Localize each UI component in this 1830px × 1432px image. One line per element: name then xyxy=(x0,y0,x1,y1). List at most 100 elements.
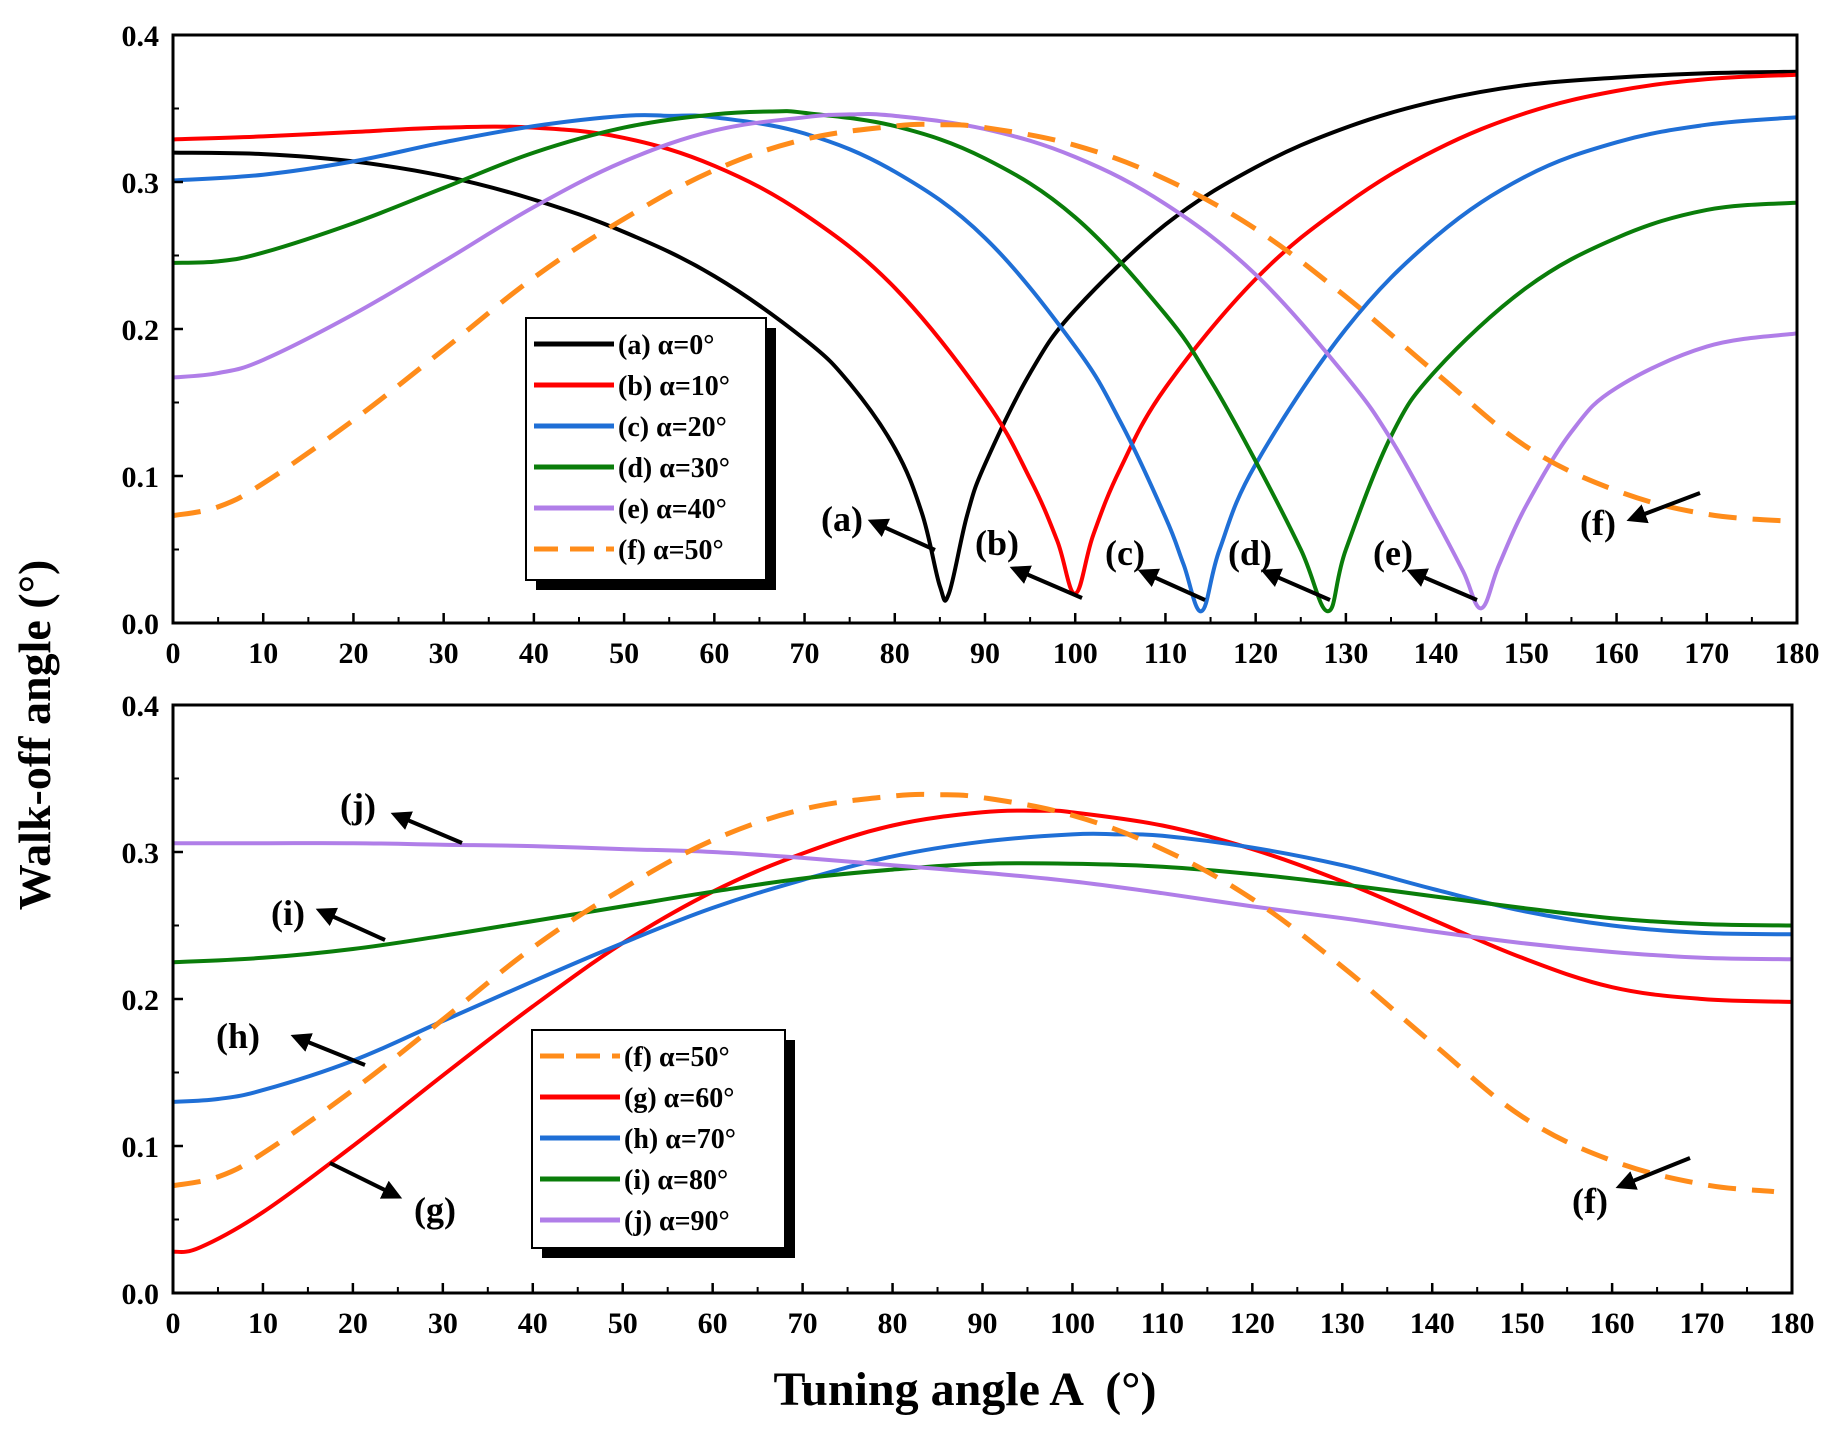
top-x-tick-label: 140 xyxy=(1414,637,1459,670)
top-x-tick-label: 110 xyxy=(1144,637,1187,670)
top-x-tick-label: 0 xyxy=(166,637,181,670)
top-annotation-arrow xyxy=(1137,568,1206,602)
bottom-legend-label-4: (j) α=90° xyxy=(624,1206,730,1237)
top-x-tick-label: 80 xyxy=(880,637,910,670)
bottom-x-tick-label: 60 xyxy=(698,1307,728,1340)
bottom-x-tick-label: 0 xyxy=(166,1307,181,1340)
top-annotation-arrow xyxy=(1406,568,1478,602)
top-series-line-3 xyxy=(173,109,1797,614)
top-panel: 0 10 20 30 40 50 60 70 80 90 100 110 120 130 140 150 160… xyxy=(122,20,1820,670)
top-x-tick-label: 20 xyxy=(338,637,368,670)
bottom-curves xyxy=(173,791,1792,1254)
bottom-y-tick-label: 0.1 xyxy=(122,1131,160,1164)
bottom-annotation-label: (i) xyxy=(271,893,305,933)
top-annotation-label: (b) xyxy=(975,523,1019,563)
bottom-panel: 0 10 20 30 40 50 60 70 80 90 100 110 120 130 140 150 160… xyxy=(122,690,1815,1340)
top-y-tick-label: 0.4 xyxy=(122,20,160,53)
top-annotation-arrow xyxy=(1626,491,1701,524)
top-annotation-arrow xyxy=(867,518,936,552)
top-annotation-label: (e) xyxy=(1373,533,1413,573)
bottom-x-tick-label: 70 xyxy=(788,1307,818,1340)
bottom-annotation-label: (f) xyxy=(1572,1181,1608,1221)
top-y-tick-label: 0.3 xyxy=(122,167,160,200)
top-series-line-0 xyxy=(173,69,1797,603)
bottom-legend-label-3: (i) α=80° xyxy=(624,1165,728,1196)
top-legend-label-0: (a) α=0° xyxy=(618,330,714,361)
bottom-y-tick-label: 0.3 xyxy=(122,837,160,870)
bottom-legend-label-0: (f) α=50° xyxy=(624,1042,730,1073)
bottom-annotation-label: (h) xyxy=(216,1016,260,1056)
bottom-x-tick-label: 160 xyxy=(1590,1307,1635,1340)
bottom-x-tick-label: 100 xyxy=(1050,1307,1095,1340)
top-x-tick-label: 30 xyxy=(429,637,459,670)
bottom-annotation-label: (g) xyxy=(414,1190,456,1230)
bottom-x-tick-label: 30 xyxy=(428,1307,458,1340)
bottom-annotation-arrow xyxy=(390,811,463,845)
top-x-tick-label: 100 xyxy=(1053,637,1098,670)
bottom-x-tick-label: 180 xyxy=(1770,1307,1815,1340)
bottom-x-tick-label: 150 xyxy=(1500,1307,1545,1340)
bottom-series-line-3 xyxy=(173,861,1792,965)
top-legend-box xyxy=(525,317,767,581)
top-x-tick-label: 40 xyxy=(519,637,549,670)
bottom-y-tick-label: 0.2 xyxy=(122,984,160,1017)
top-series-line-2 xyxy=(173,112,1797,614)
top-x-tick-label: 180 xyxy=(1775,637,1820,670)
top-legend-label-1: (b) α=10° xyxy=(618,371,730,402)
top-x-tick-label: 70 xyxy=(790,637,820,670)
top-series-line-5 xyxy=(173,121,1797,525)
bottom-x-tick-label: 40 xyxy=(518,1307,548,1340)
bottom-series-line-1 xyxy=(173,808,1792,1254)
bottom-x-tick-label: 140 xyxy=(1410,1307,1455,1340)
bottom-legend: (f) α=50° (g) α=60° (h) α=70° (i) α=80° (j) … xyxy=(531,1029,795,1258)
top-annotation-arrow xyxy=(1260,568,1331,602)
bottom-y-tick-label: 0.0 xyxy=(122,1278,160,1311)
bottom-x-tick-label: 20 xyxy=(338,1307,368,1340)
top-legend: (a) α=0° (b) α=10° (c) α=20° (d) α=30° (e) α… xyxy=(525,317,776,590)
top-x-tick-label: 90 xyxy=(970,637,1000,670)
top-y-tick-label: 0.1 xyxy=(122,461,160,494)
top-annotation-arrow xyxy=(1009,565,1083,600)
bottom-x-tick-label: 110 xyxy=(1141,1307,1184,1340)
x-axis-label: Tuning angle A (°) xyxy=(774,1363,1157,1416)
bottom-x-tick-label: 80 xyxy=(878,1307,908,1340)
top-legend-label-2: (c) α=20° xyxy=(618,412,727,443)
bottom-x-tick-label: 130 xyxy=(1320,1307,1365,1340)
bottom-annotation-arrow xyxy=(1615,1156,1691,1190)
top-x-tick-label: 150 xyxy=(1504,637,1549,670)
top-y-tick-label: 0.0 xyxy=(122,608,160,641)
top-curves xyxy=(173,69,1797,614)
top-legend-label-4: (e) α=40° xyxy=(618,494,727,525)
top-legend-label-5: (f) α=50° xyxy=(618,535,724,566)
bottom-x-tick-label: 170 xyxy=(1680,1307,1725,1340)
top-x-tick-label: 130 xyxy=(1323,637,1368,670)
bottom-legend-label-2: (h) α=70° xyxy=(624,1124,736,1155)
top-x-tick-label: 120 xyxy=(1233,637,1278,670)
top-y-tick-label: 0.2 xyxy=(122,314,160,347)
bottom-series-line-0 xyxy=(173,791,1775,1195)
top-x-tick-label: 160 xyxy=(1594,637,1639,670)
top-x-tick-label: 10 xyxy=(248,637,278,670)
bottom-y-tick-label: 0.4 xyxy=(122,690,160,723)
bottom-annotation-arrow xyxy=(290,1033,366,1067)
bottom-legend-label-1: (g) α=60° xyxy=(624,1083,734,1114)
bottom-annotation-arrow xyxy=(315,907,386,942)
top-annotation-label: (a) xyxy=(821,499,863,539)
top-annotation-label: (d) xyxy=(1228,533,1272,573)
top-series-line-4 xyxy=(173,112,1797,611)
top-series-line-1 xyxy=(173,72,1797,596)
top-legend-label-3: (d) α=30° xyxy=(618,453,730,484)
top-x-tick-label: 50 xyxy=(609,637,639,670)
top-x-tick-label: 60 xyxy=(699,637,729,670)
bottom-annotation-arrow xyxy=(329,1161,403,1199)
bottom-annotation-label: (j) xyxy=(340,786,376,826)
bottom-x-tick-label: 120 xyxy=(1230,1307,1275,1340)
bottom-x-tick-label: 90 xyxy=(968,1307,998,1340)
top-annotation-label: (c) xyxy=(1105,533,1145,573)
top-annotation-label: (f) xyxy=(1580,503,1616,543)
y-axis-label: Walk-off angle (°) xyxy=(9,560,60,911)
bottom-x-tick-label: 50 xyxy=(608,1307,638,1340)
top-x-tick-label: 170 xyxy=(1684,637,1729,670)
bottom-x-tick-label: 10 xyxy=(248,1307,278,1340)
bottom-series-line-4 xyxy=(173,841,1792,962)
